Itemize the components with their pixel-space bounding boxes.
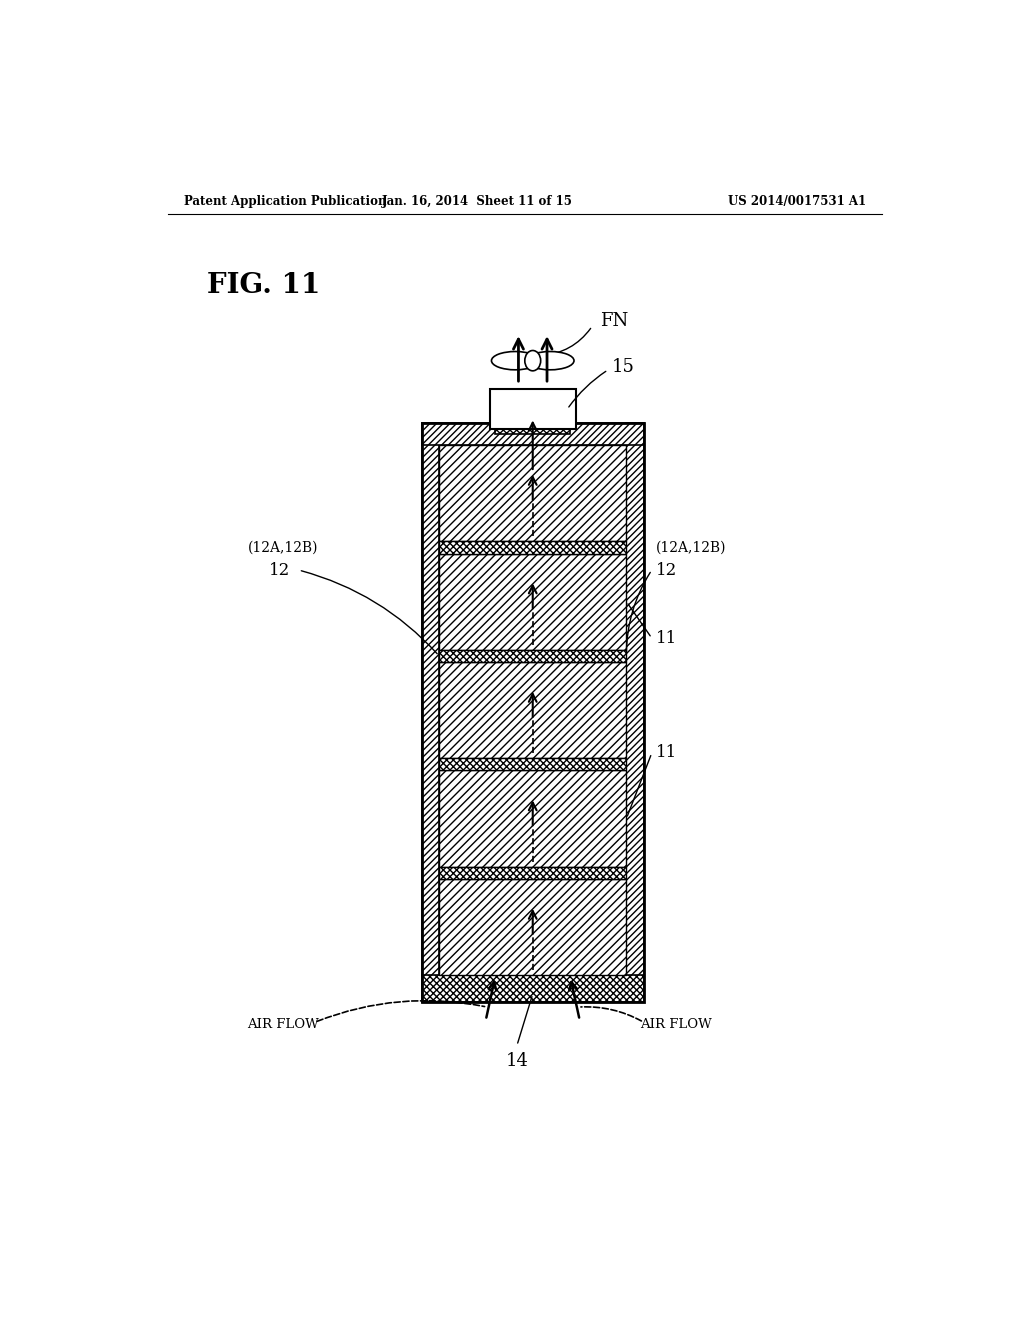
Text: 11: 11 xyxy=(655,744,677,762)
Text: Jan. 16, 2014  Sheet 11 of 15: Jan. 16, 2014 Sheet 11 of 15 xyxy=(382,194,572,207)
Text: 12: 12 xyxy=(268,561,290,578)
Bar xyxy=(496,422,570,434)
Circle shape xyxy=(525,351,541,371)
Text: (12A,12B): (12A,12B) xyxy=(655,541,726,554)
Bar xyxy=(439,663,627,758)
Bar xyxy=(422,422,644,1002)
Text: 12: 12 xyxy=(655,561,677,578)
Bar xyxy=(439,553,627,649)
Text: Patent Application Publication: Patent Application Publication xyxy=(183,194,386,207)
Text: 11: 11 xyxy=(655,630,677,647)
Bar xyxy=(422,975,644,1002)
Text: AIR FLOW: AIR FLOW xyxy=(247,1018,318,1031)
Bar xyxy=(489,389,575,429)
Bar xyxy=(627,422,644,1002)
Text: 15: 15 xyxy=(612,358,635,376)
Bar xyxy=(439,879,627,975)
Bar xyxy=(422,422,644,445)
Bar xyxy=(422,422,439,1002)
Bar xyxy=(439,445,627,541)
Text: US 2014/0017531 A1: US 2014/0017531 A1 xyxy=(728,194,866,207)
Bar xyxy=(439,649,627,663)
Text: (12A,12B): (12A,12B) xyxy=(248,541,318,554)
Bar xyxy=(439,541,627,553)
Bar xyxy=(439,867,627,879)
Bar xyxy=(439,758,627,771)
Text: AIR FLOW: AIR FLOW xyxy=(640,1018,712,1031)
Text: 14: 14 xyxy=(506,1052,528,1071)
Text: FIG. 11: FIG. 11 xyxy=(207,272,321,298)
Ellipse shape xyxy=(526,351,574,370)
Text: FN: FN xyxy=(600,312,629,330)
Ellipse shape xyxy=(492,351,539,370)
Bar xyxy=(439,771,627,867)
